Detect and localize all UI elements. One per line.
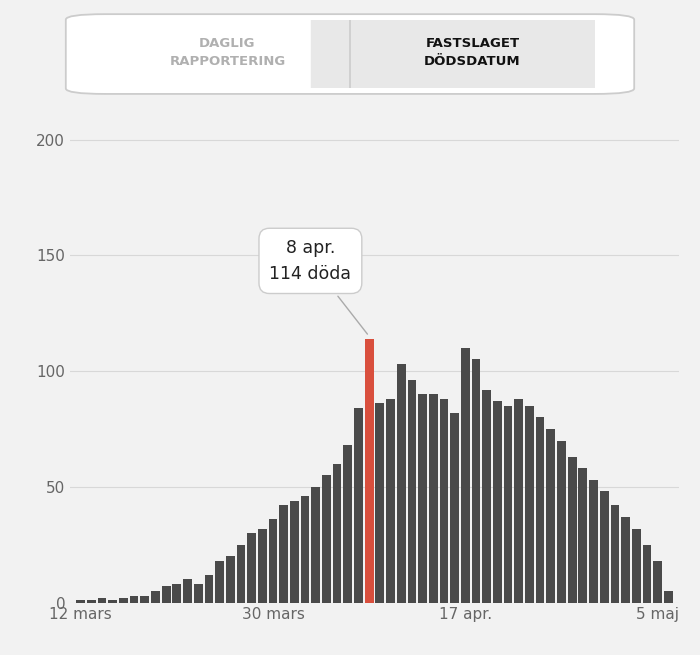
Bar <box>418 394 427 603</box>
Bar <box>151 591 160 603</box>
Bar <box>450 413 459 603</box>
Bar <box>204 575 214 603</box>
Text: FASTSLAGET
DÖDSDATUM: FASTSLAGET DÖDSDATUM <box>424 37 521 68</box>
Bar <box>269 519 277 603</box>
Bar <box>322 476 331 603</box>
Bar <box>354 408 363 603</box>
Bar <box>119 598 128 603</box>
Bar <box>312 487 320 603</box>
Bar <box>386 399 395 603</box>
Bar <box>226 556 234 603</box>
Bar <box>429 394 438 603</box>
Bar <box>525 406 534 603</box>
Bar <box>664 591 673 603</box>
Bar <box>643 545 651 603</box>
Bar <box>568 457 577 603</box>
Bar <box>547 429 555 603</box>
Bar <box>194 584 202 603</box>
Bar <box>589 480 598 603</box>
FancyBboxPatch shape <box>311 14 634 94</box>
Bar <box>407 381 416 603</box>
Bar <box>397 364 405 603</box>
Bar <box>258 529 267 603</box>
Text: 8 apr.
114 döda: 8 apr. 114 döda <box>270 238 368 334</box>
Bar <box>461 348 470 603</box>
Bar <box>141 595 149 603</box>
Bar <box>600 491 608 603</box>
Bar <box>632 529 640 603</box>
Bar <box>130 595 139 603</box>
Bar <box>557 441 566 603</box>
Bar <box>162 586 171 603</box>
Bar <box>375 403 384 603</box>
Bar <box>290 500 299 603</box>
Bar <box>247 533 256 603</box>
Bar <box>215 561 224 603</box>
Bar <box>504 406 512 603</box>
Bar <box>76 600 85 603</box>
Bar <box>440 399 448 603</box>
Bar <box>610 506 620 603</box>
Bar <box>621 517 630 603</box>
Bar <box>279 506 288 603</box>
Bar <box>578 468 587 603</box>
Bar <box>332 464 342 603</box>
Bar <box>365 339 374 603</box>
Bar <box>301 496 309 603</box>
Bar <box>237 545 245 603</box>
Bar <box>493 401 502 603</box>
Text: DAGLIG
RAPPORTERING: DAGLIG RAPPORTERING <box>169 37 286 68</box>
Bar <box>344 445 352 603</box>
FancyBboxPatch shape <box>66 14 634 94</box>
Bar <box>472 360 480 603</box>
Bar <box>514 399 523 603</box>
Bar <box>653 561 662 603</box>
Bar <box>482 390 491 603</box>
Bar <box>536 417 545 603</box>
Bar <box>98 598 106 603</box>
Bar <box>183 580 192 603</box>
Bar <box>172 584 181 603</box>
Bar <box>108 600 117 603</box>
Bar <box>87 600 96 603</box>
